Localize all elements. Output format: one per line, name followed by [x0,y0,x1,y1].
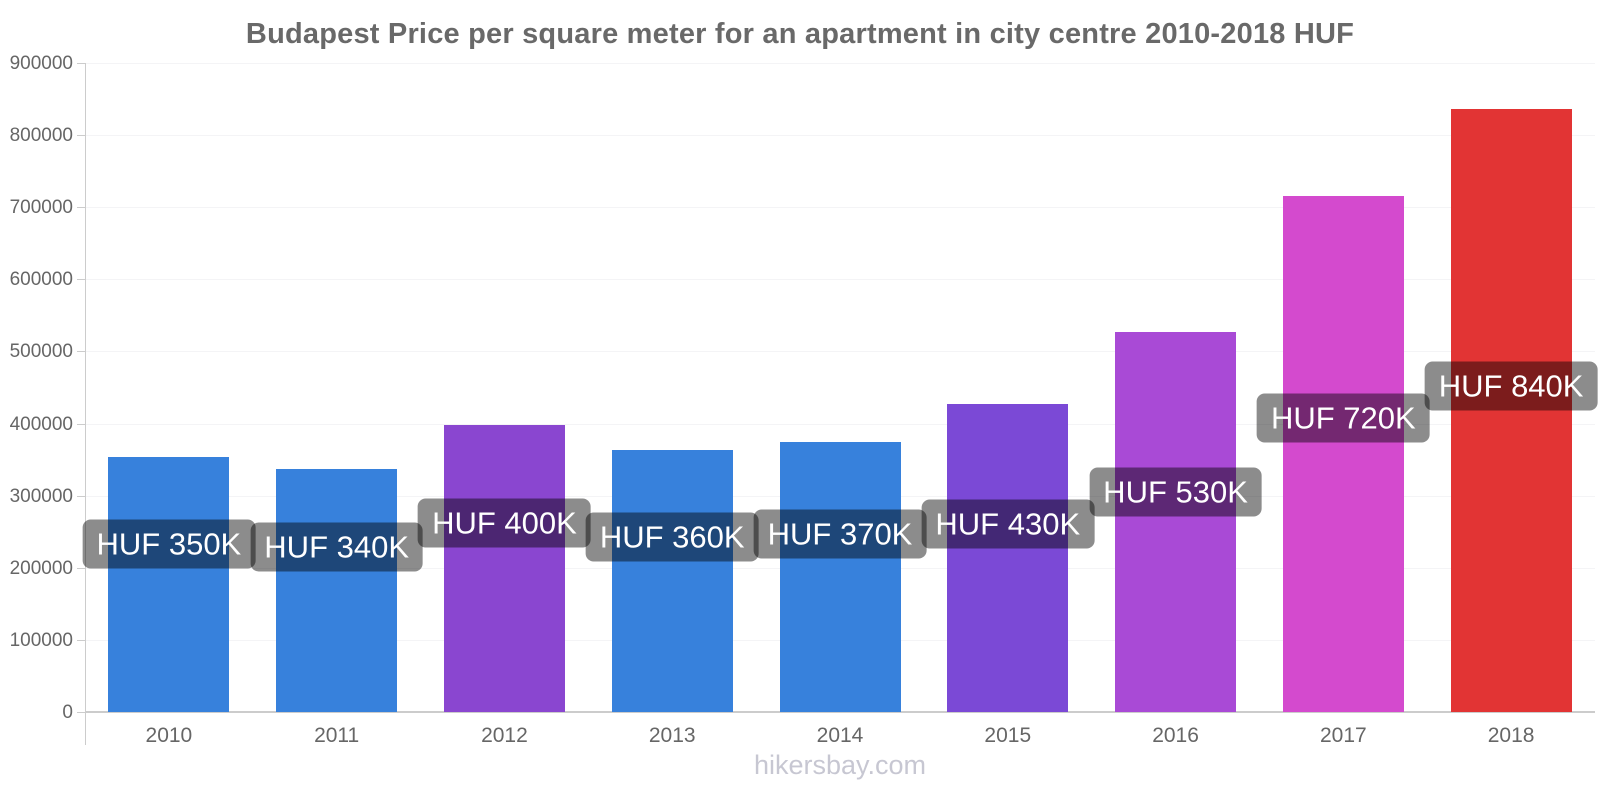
bar-2017[interactable] [1282,195,1404,712]
chart-title: Budapest Price per square meter for an a… [245,18,1355,50]
y-axis-label: 500000 [9,341,73,363]
x-axis-label-2012: 2012 [481,724,528,747]
gridline-600000 [85,279,1595,281]
bar-2010[interactable] [108,457,230,712]
y-axis-label: 200000 [9,557,73,579]
bar-value-badge-2013: HUF 360K [585,512,759,562]
y-tick-100000 [77,639,85,641]
x-axis-label-2014: 2014 [816,724,864,747]
bar-2011[interactable] [276,468,398,712]
y-tick-400000 [77,423,85,425]
x-axis-label-2010: 2010 [145,724,193,747]
y-tick-500000 [77,351,85,353]
y-axis-label: 300000 [9,485,73,507]
y-axis-label: 100000 [9,629,73,651]
bar-2015[interactable] [947,404,1069,712]
y-tick-900000 [77,63,85,64]
watermark-hikersbay: hikersbay.com [753,750,927,780]
gridline-800000 [85,135,1595,137]
y-axis-label: 700000 [9,197,73,219]
x-axis-label-2017: 2017 [1319,724,1367,747]
bar-value-badge-2012: HUF 400K [418,498,591,548]
x-axis-label-2011: 2011 [314,724,360,747]
x-axis-label-2015: 2015 [984,724,1032,747]
bar-value-badge-2014: HUF 370K [753,509,927,559]
y-axis-label: 0 [62,702,73,723]
y-axis-label: 900000 [9,53,73,74]
bar-2018[interactable] [1450,109,1572,712]
bar-value-badge-2017: HUF 720K [1256,393,1430,443]
x-axis-line [85,711,1595,713]
y-tick-700000 [77,207,85,209]
bar-value-badge-2016: HUF 530K [1089,467,1262,517]
bar-value-badge-2015: HUF 430K [921,499,1095,549]
bar-value-badge-2010: HUF 350K [82,519,256,569]
gridline-900000 [85,63,1595,64]
x-axis-label-2013: 2013 [648,724,696,747]
bar-value-badge-2011: HUF 340K [250,522,424,572]
y-tick-800000 [77,135,85,137]
bar-2013[interactable] [611,450,733,712]
bar-2016[interactable] [1115,331,1237,712]
gridline-500000 [85,351,1595,353]
gridline-400000 [85,423,1595,425]
y-tick-0 [77,712,85,713]
gridline-700000 [85,207,1595,209]
y-tick-300000 [77,495,85,497]
bar-2012[interactable] [443,424,565,712]
y-axis-label: 400000 [9,413,73,435]
y-tick-600000 [77,279,85,281]
x-axis-label-2016: 2016 [1152,724,1199,747]
x-axis-label-2018: 2018 [1487,724,1535,747]
y-tick-200000 [77,567,85,569]
y-axis-line [85,63,86,745]
y-axis-label: 800000 [9,125,73,147]
y-axis-label: 600000 [9,269,73,291]
bar-2014[interactable] [779,442,901,712]
bar-value-badge-2018: HUF 840K [1424,361,1598,411]
